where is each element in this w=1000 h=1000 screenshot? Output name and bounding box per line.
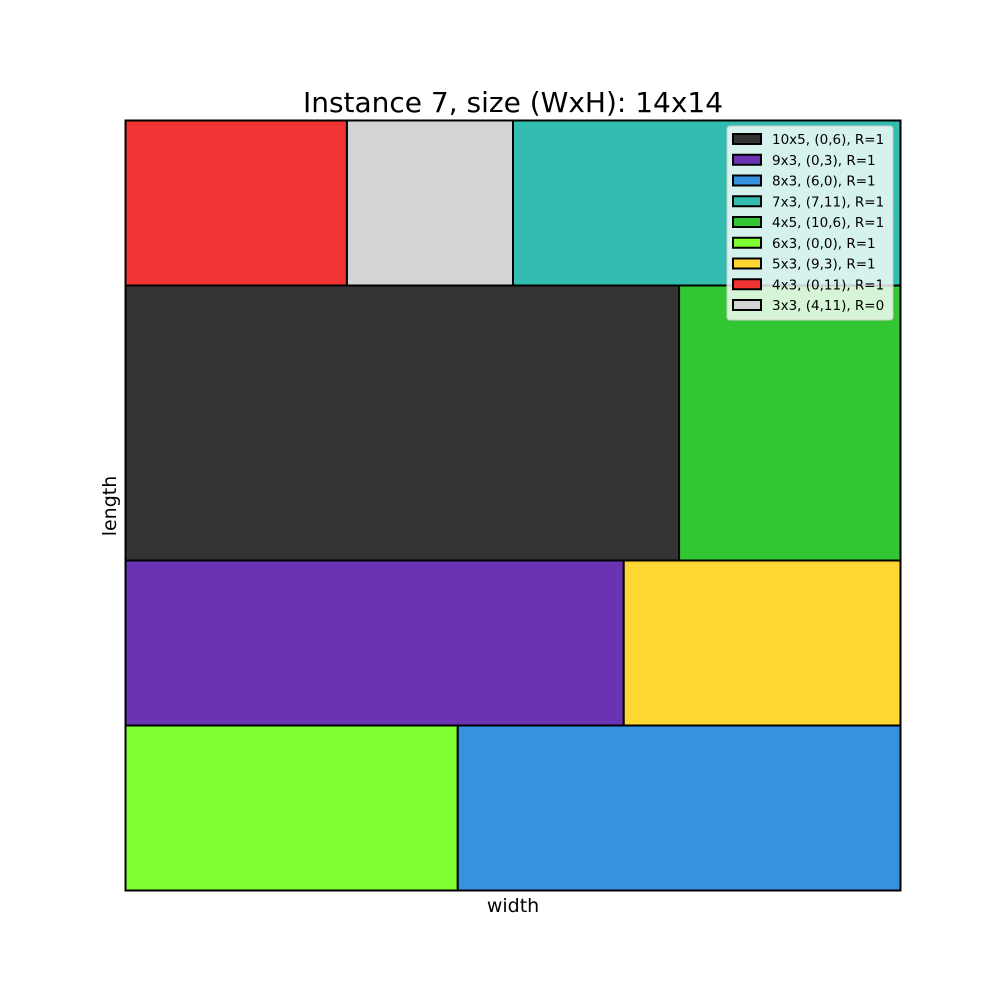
legend-label-2: 9x3, (0,3), R=1: [772, 153, 876, 169]
piece-rect-6: [124, 724, 459, 892]
legend-label-4: 7x3, (7,11), R=1: [772, 194, 884, 210]
piece-rect-5: [678, 284, 902, 562]
plot-frame: [124, 119, 902, 892]
legend-swatch-4: [732, 195, 762, 208]
legend-swatch-6: [732, 236, 762, 249]
piece-rect-8: [124, 119, 348, 287]
legend-label-3: 8x3, (6,0), R=1: [772, 174, 876, 190]
x-axis-label: width: [487, 895, 539, 917]
legend-swatch-5: [732, 216, 762, 228]
legend-swatch-3: [732, 174, 762, 187]
legend-label-9: 3x3, (4,11), R=0: [772, 298, 884, 314]
pieces-layer: [124, 119, 902, 892]
piece-rect-9: [345, 119, 514, 287]
legend: 10x5, (0,6), R=1 9x3, (0,3), R=1 8x3, (6,0…: [726, 125, 894, 321]
legend-frame: [726, 125, 894, 321]
piece-rect-7: [622, 559, 902, 727]
legend-label-7: 5x3, (9,3), R=1: [772, 257, 876, 273]
legend-swatch-1: [732, 133, 762, 145]
legend-swatch-7: [732, 257, 762, 270]
legend-label-6: 6x3, (0,0), R=1: [772, 236, 876, 252]
piece-rect-3: [456, 724, 902, 892]
piece-rect-1: [124, 284, 681, 562]
legend-swatch-8: [732, 278, 762, 291]
legend-swatch-9: [732, 299, 762, 311]
chart-title: Instance 7, size (WxH): 14x14: [303, 86, 723, 119]
legend-label-1: 10x5, (0,6), R=1: [772, 132, 884, 148]
legend-swatch-2: [732, 153, 762, 166]
legend-label-8: 4x3, (0,11), R=1: [772, 277, 884, 293]
piece-rect-2: [124, 559, 625, 727]
legend-label-5: 4x5, (10,6), R=1: [772, 215, 884, 231]
y-axis-label: length: [99, 476, 121, 537]
legend-items: 10x5, (0,6), R=1 9x3, (0,3), R=1 8x3, (6,0…: [732, 132, 884, 314]
